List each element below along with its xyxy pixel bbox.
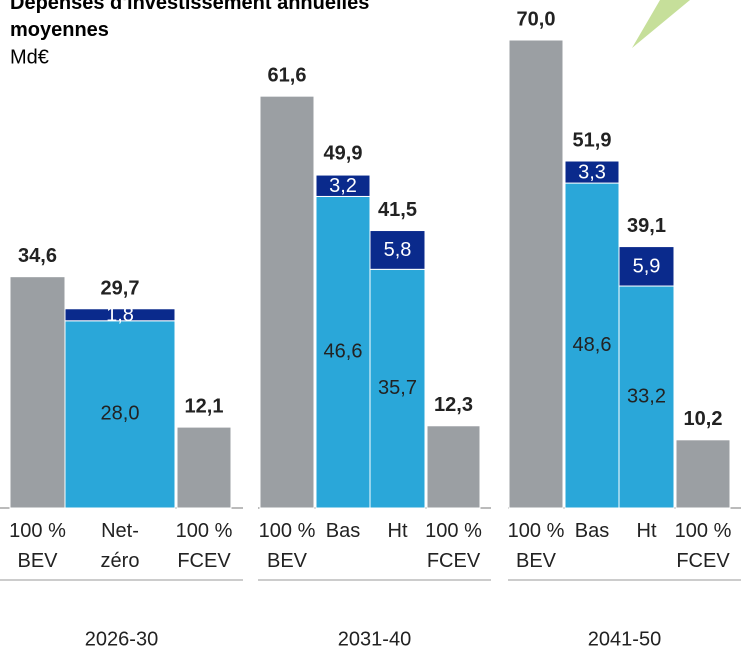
x-tick-label: Net-zéro — [100, 520, 140, 572]
value-label: 12,1 — [185, 395, 224, 417]
value-label: 33,2 — [627, 385, 666, 407]
bar-segment — [64, 320, 176, 509]
bar-segment — [9, 276, 66, 509]
total-label: 29,7 — [101, 278, 140, 300]
bar-segment — [618, 285, 675, 509]
value-label: 35,7 — [378, 377, 417, 399]
x-tick-label: Bas — [325, 520, 361, 542]
title-line: Dépenses d'investissement annuelles — [10, 0, 369, 14]
group-label: 2026-30 — [85, 628, 158, 650]
bar-segment — [426, 425, 481, 509]
total-label: 41,5 — [378, 199, 417, 221]
x-tick-label: 100 % BEV — [258, 520, 316, 572]
bar-segment — [64, 308, 176, 322]
value-label: 48,6 — [573, 334, 612, 356]
bar-segment — [315, 174, 371, 197]
value-label: 70,0 — [517, 8, 556, 30]
total-label: 51,9 — [573, 129, 612, 151]
bar-segment — [675, 439, 731, 509]
value-label: 3,3 — [578, 161, 606, 183]
value-label: 5,9 — [633, 256, 661, 278]
x-tick-label: 100 % FCEV — [674, 520, 732, 572]
value-label: 61,6 — [268, 64, 307, 86]
bar-segment — [176, 426, 232, 509]
x-tick-label: 100 % FCEV — [175, 520, 233, 572]
group-label: 2041-50 — [588, 628, 661, 650]
value-label: 46,6 — [324, 341, 363, 363]
value-label: 34,6 — [18, 245, 57, 267]
bar-segment — [369, 230, 426, 270]
title-line: moyennes — [10, 19, 109, 41]
x-tick-label: 100 % BEV — [9, 520, 66, 572]
value-label: 5,8 — [384, 239, 412, 261]
bar-segment — [369, 268, 426, 509]
value-label: 1,8 — [106, 304, 134, 326]
bar-segment — [259, 95, 315, 509]
chart-title: Dépenses d'investissement annuelles moyen… — [10, 0, 369, 41]
x-tick-label: Ht — [387, 520, 408, 542]
group-label: 2031-40 — [338, 628, 411, 650]
value-label: 28,0 — [101, 403, 140, 425]
x-tick-label: 100 % FCEV — [425, 520, 482, 572]
total-label: 49,9 — [324, 143, 363, 165]
x-tick-label: 100 % BEV — [507, 520, 565, 572]
decoration — [632, 0, 690, 48]
value-label: 3,2 — [329, 175, 357, 197]
bar-segment — [564, 160, 620, 184]
subtitle: Md€ — [10, 46, 49, 68]
value-label: 12,3 — [434, 394, 473, 416]
bar-segment — [618, 246, 675, 287]
x-tick-label: Bas — [574, 520, 610, 542]
bar-segment — [564, 182, 620, 509]
bar-segment — [508, 39, 564, 509]
x-tick-label: Ht — [636, 520, 657, 542]
bar-segment — [315, 195, 371, 509]
total-label: 39,1 — [627, 215, 666, 237]
value-label: 10,2 — [684, 408, 723, 430]
